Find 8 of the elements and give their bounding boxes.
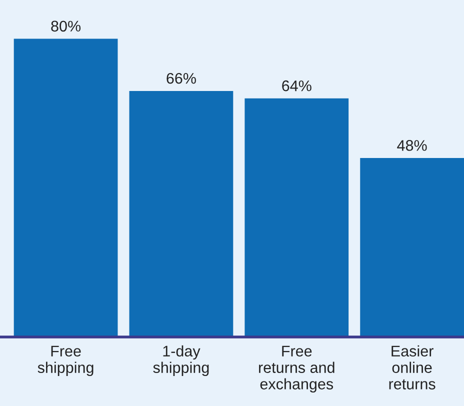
x-tick-label: Easier online returns bbox=[389, 345, 436, 390]
data-label: 64% bbox=[282, 80, 312, 92]
data-label: 80% bbox=[51, 20, 81, 32]
x-tick-label: Free returns and exchanges bbox=[259, 346, 334, 392]
x-tick-label: Free shipping bbox=[38, 346, 94, 376]
x-tick-label: 1-day shipping bbox=[153, 345, 209, 376]
data-label: 66% bbox=[166, 72, 196, 84]
data-label: 48% bbox=[397, 140, 427, 151]
